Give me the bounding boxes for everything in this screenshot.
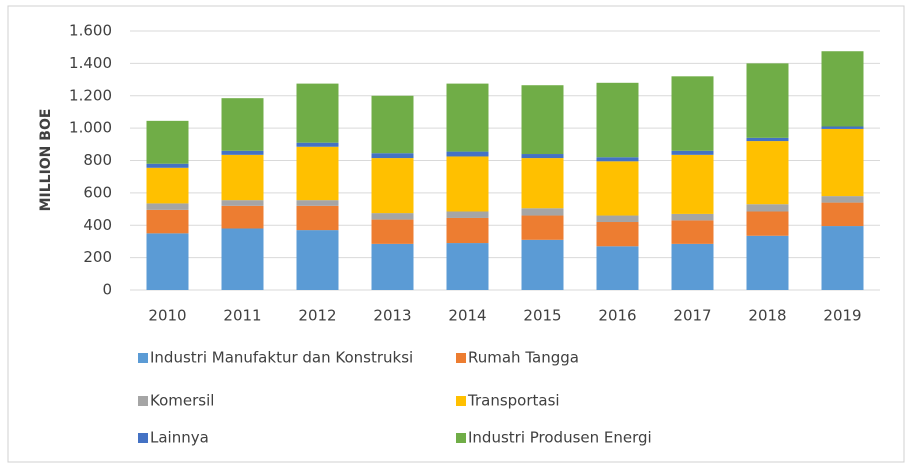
x-tick-label: 2016 bbox=[598, 307, 636, 325]
legend-label: Komersil bbox=[150, 392, 214, 410]
legend-label: Rumah Tangga bbox=[468, 349, 579, 367]
bar-segment bbox=[371, 95, 414, 154]
bar-segment bbox=[746, 137, 789, 142]
bar-segment bbox=[446, 151, 489, 157]
bar-segment bbox=[146, 120, 189, 164]
bar-segment bbox=[146, 163, 189, 168]
x-tick-label: 2013 bbox=[373, 307, 411, 325]
bar-segment bbox=[221, 150, 264, 155]
bar-segment bbox=[521, 158, 564, 209]
bar-segment bbox=[521, 85, 564, 155]
y-tick-label: 0 bbox=[102, 281, 112, 299]
bar-segment bbox=[146, 203, 189, 210]
bar-segment bbox=[221, 228, 264, 290]
x-tick-label: 2018 bbox=[748, 307, 786, 325]
bar-segment bbox=[596, 246, 639, 290]
y-tick-label: 600 bbox=[83, 183, 112, 201]
x-tick-label: 2010 bbox=[148, 307, 186, 325]
bar-segment bbox=[146, 233, 189, 290]
legend-swatch bbox=[138, 396, 148, 406]
bar-segment bbox=[671, 154, 714, 214]
x-tick-label: 2015 bbox=[523, 307, 561, 325]
y-tick-label: 1.000 bbox=[69, 119, 112, 137]
bar-segment bbox=[746, 211, 789, 236]
y-axis-label: MILLION BOE bbox=[38, 109, 54, 212]
y-tick-label: 1.200 bbox=[69, 86, 112, 104]
bar-segment bbox=[821, 128, 864, 197]
y-tick-label: 1.400 bbox=[69, 54, 112, 72]
bar-segment bbox=[746, 204, 789, 212]
bar-segment bbox=[671, 213, 714, 221]
legend-swatch bbox=[138, 353, 148, 363]
bar-segment bbox=[596, 161, 639, 216]
legend-swatch bbox=[456, 353, 466, 363]
x-tick-label: 2017 bbox=[673, 307, 711, 325]
bar-segment bbox=[221, 154, 264, 201]
bar-segment bbox=[746, 141, 789, 205]
legend-label: Industri Manufaktur dan Konstruksi bbox=[150, 349, 413, 367]
bar-segment bbox=[521, 154, 564, 159]
bar-segment bbox=[671, 243, 714, 290]
bar-segment bbox=[446, 211, 489, 218]
bar-segment bbox=[671, 76, 714, 151]
bar-segment bbox=[146, 167, 189, 204]
y-tick-label: 400 bbox=[83, 216, 112, 234]
bar-segment bbox=[521, 239, 564, 290]
bar-segment bbox=[146, 209, 189, 234]
bar-segment bbox=[296, 230, 339, 290]
bar-segment bbox=[296, 142, 339, 147]
x-tick-label: 2011 bbox=[223, 307, 261, 325]
legend-label: Industri Produsen Energi bbox=[468, 429, 652, 447]
bar-segment bbox=[821, 202, 864, 227]
bar-segment bbox=[221, 98, 264, 151]
bar-segment bbox=[671, 150, 714, 155]
bar-segment bbox=[296, 205, 339, 231]
bar-segment bbox=[671, 220, 714, 244]
y-tick-label: 200 bbox=[83, 248, 112, 266]
bar-segment bbox=[221, 200, 264, 206]
bar-segment bbox=[596, 222, 639, 247]
bar-segment bbox=[746, 235, 789, 290]
legend-swatch bbox=[456, 396, 466, 406]
x-tick-label: 2012 bbox=[298, 307, 336, 325]
y-tick-label: 1.600 bbox=[69, 22, 112, 40]
bar-segment bbox=[596, 215, 639, 223]
bar-segment bbox=[446, 243, 489, 290]
bar-segment bbox=[446, 156, 489, 212]
y-tick-label: 800 bbox=[83, 151, 112, 169]
bar-segment bbox=[821, 196, 864, 203]
bar-segment bbox=[296, 200, 339, 206]
bar-segment bbox=[596, 157, 639, 162]
legend-label: Transportasi bbox=[467, 392, 560, 410]
bar-segment bbox=[296, 83, 339, 143]
bar-segment bbox=[446, 217, 489, 244]
bar-segment bbox=[296, 146, 339, 201]
bar-segment bbox=[371, 213, 414, 220]
bar-segment bbox=[746, 63, 789, 138]
bar-segment bbox=[821, 51, 864, 127]
bar-segment bbox=[371, 158, 414, 214]
legend-swatch bbox=[138, 433, 148, 443]
bar-segment bbox=[821, 126, 864, 129]
x-tick-label: 2014 bbox=[448, 307, 486, 325]
bar-segment bbox=[446, 83, 489, 152]
legend-label: Lainnya bbox=[150, 429, 209, 447]
x-tick-label: 2019 bbox=[823, 307, 861, 325]
bar-segment bbox=[821, 226, 864, 290]
bar-segment bbox=[371, 219, 414, 244]
bar-segment bbox=[521, 208, 564, 216]
bar-segment bbox=[521, 215, 564, 240]
legend-swatch bbox=[456, 433, 466, 443]
bar-segment bbox=[371, 243, 414, 290]
bar-segment bbox=[596, 82, 639, 158]
bar-segment bbox=[371, 153, 414, 159]
bar-segment bbox=[221, 205, 264, 229]
